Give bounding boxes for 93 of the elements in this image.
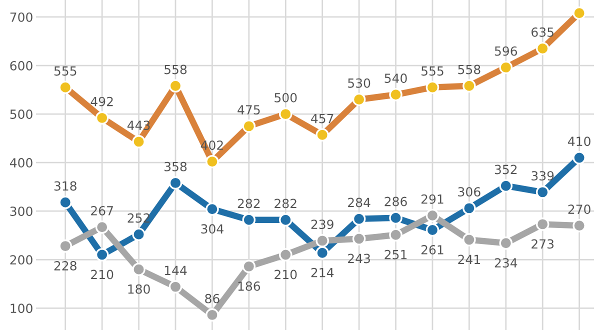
point — [278, 248, 292, 262]
point — [499, 179, 513, 193]
point — [572, 151, 586, 164]
data-label: 251 — [384, 250, 407, 260]
data-label: 339 — [532, 171, 554, 181]
data-label: 210 — [274, 270, 297, 280]
point — [206, 308, 219, 322]
point — [426, 208, 440, 222]
data-label: 234 — [494, 258, 518, 268]
data-label: 214 — [311, 268, 334, 278]
data-label: 530 — [348, 78, 370, 88]
data-label: 270 — [568, 204, 590, 214]
point — [206, 154, 219, 168]
point — [242, 260, 256, 274]
data-label: 282 — [238, 198, 260, 208]
y-tick-label: 400 — [10, 158, 32, 168]
point — [132, 228, 146, 242]
point — [242, 213, 256, 226]
point — [132, 262, 146, 276]
data-label: 284 — [348, 198, 370, 208]
data-label: 410 — [568, 136, 590, 146]
point — [389, 211, 402, 225]
y-tick-label: 200 — [10, 255, 32, 265]
point — [352, 232, 366, 246]
y-tick-label: 100 — [10, 304, 32, 314]
point — [168, 280, 182, 294]
data-label: 186 — [238, 281, 260, 291]
data-label: 318 — [54, 181, 76, 191]
point — [572, 219, 586, 232]
y-tick-label: 700 — [10, 12, 32, 22]
y-tick-label: 600 — [10, 60, 32, 70]
point — [168, 79, 182, 93]
point — [536, 186, 550, 199]
point — [426, 223, 440, 237]
point — [389, 228, 402, 242]
data-label: 475 — [238, 105, 260, 115]
data-label: 457 — [311, 114, 334, 124]
point — [278, 213, 292, 226]
data-label: 306 — [458, 187, 480, 197]
data-label: 352 — [494, 164, 517, 174]
data-label: 555 — [54, 66, 76, 76]
point — [316, 128, 329, 142]
point — [316, 234, 329, 248]
point — [499, 60, 513, 74]
data-label: 261 — [421, 245, 444, 254]
data-label: 558 — [164, 64, 187, 74]
data-label: 243 — [348, 254, 370, 264]
point — [95, 111, 109, 125]
data-label: 267 — [91, 206, 113, 216]
data-label: 241 — [458, 254, 480, 264]
point — [132, 135, 146, 148]
data-label: 180 — [128, 284, 150, 294]
point — [58, 239, 72, 253]
data-label: 144 — [164, 266, 187, 275]
data-label: 358 — [164, 162, 187, 172]
point — [278, 107, 292, 121]
data-label: 555 — [422, 66, 444, 76]
point — [352, 92, 366, 106]
data-label: 635 — [532, 27, 554, 37]
data-label: 596 — [494, 46, 518, 56]
point — [58, 80, 72, 94]
data-label: 86 — [205, 294, 220, 304]
data-label: 282 — [274, 198, 296, 208]
point — [352, 212, 366, 226]
point — [462, 233, 476, 246]
data-label: 239 — [311, 220, 334, 230]
point — [168, 176, 182, 190]
point — [58, 196, 72, 210]
point — [499, 236, 513, 250]
point — [242, 120, 256, 133]
data-label: 540 — [384, 74, 407, 83]
data-label: 210 — [91, 270, 114, 280]
point — [426, 80, 440, 94]
point — [536, 218, 550, 231]
data-label: 304 — [201, 224, 224, 234]
point — [316, 246, 329, 260]
point — [389, 88, 402, 102]
point — [206, 202, 219, 216]
data-label: 273 — [532, 239, 554, 249]
point — [95, 248, 109, 262]
data-label: 291 — [421, 194, 444, 204]
data-label: 286 — [384, 196, 407, 206]
data-label: 500 — [274, 92, 297, 102]
point — [95, 220, 109, 234]
point — [462, 202, 476, 215]
y-tick-label: 300 — [10, 206, 32, 216]
data-label: 228 — [54, 261, 76, 271]
point — [536, 42, 550, 56]
data-label: 558 — [458, 64, 480, 74]
point — [572, 6, 586, 20]
y-tick-label: 500 — [10, 110, 32, 119]
data-label: 492 — [90, 96, 113, 106]
point — [462, 79, 476, 93]
